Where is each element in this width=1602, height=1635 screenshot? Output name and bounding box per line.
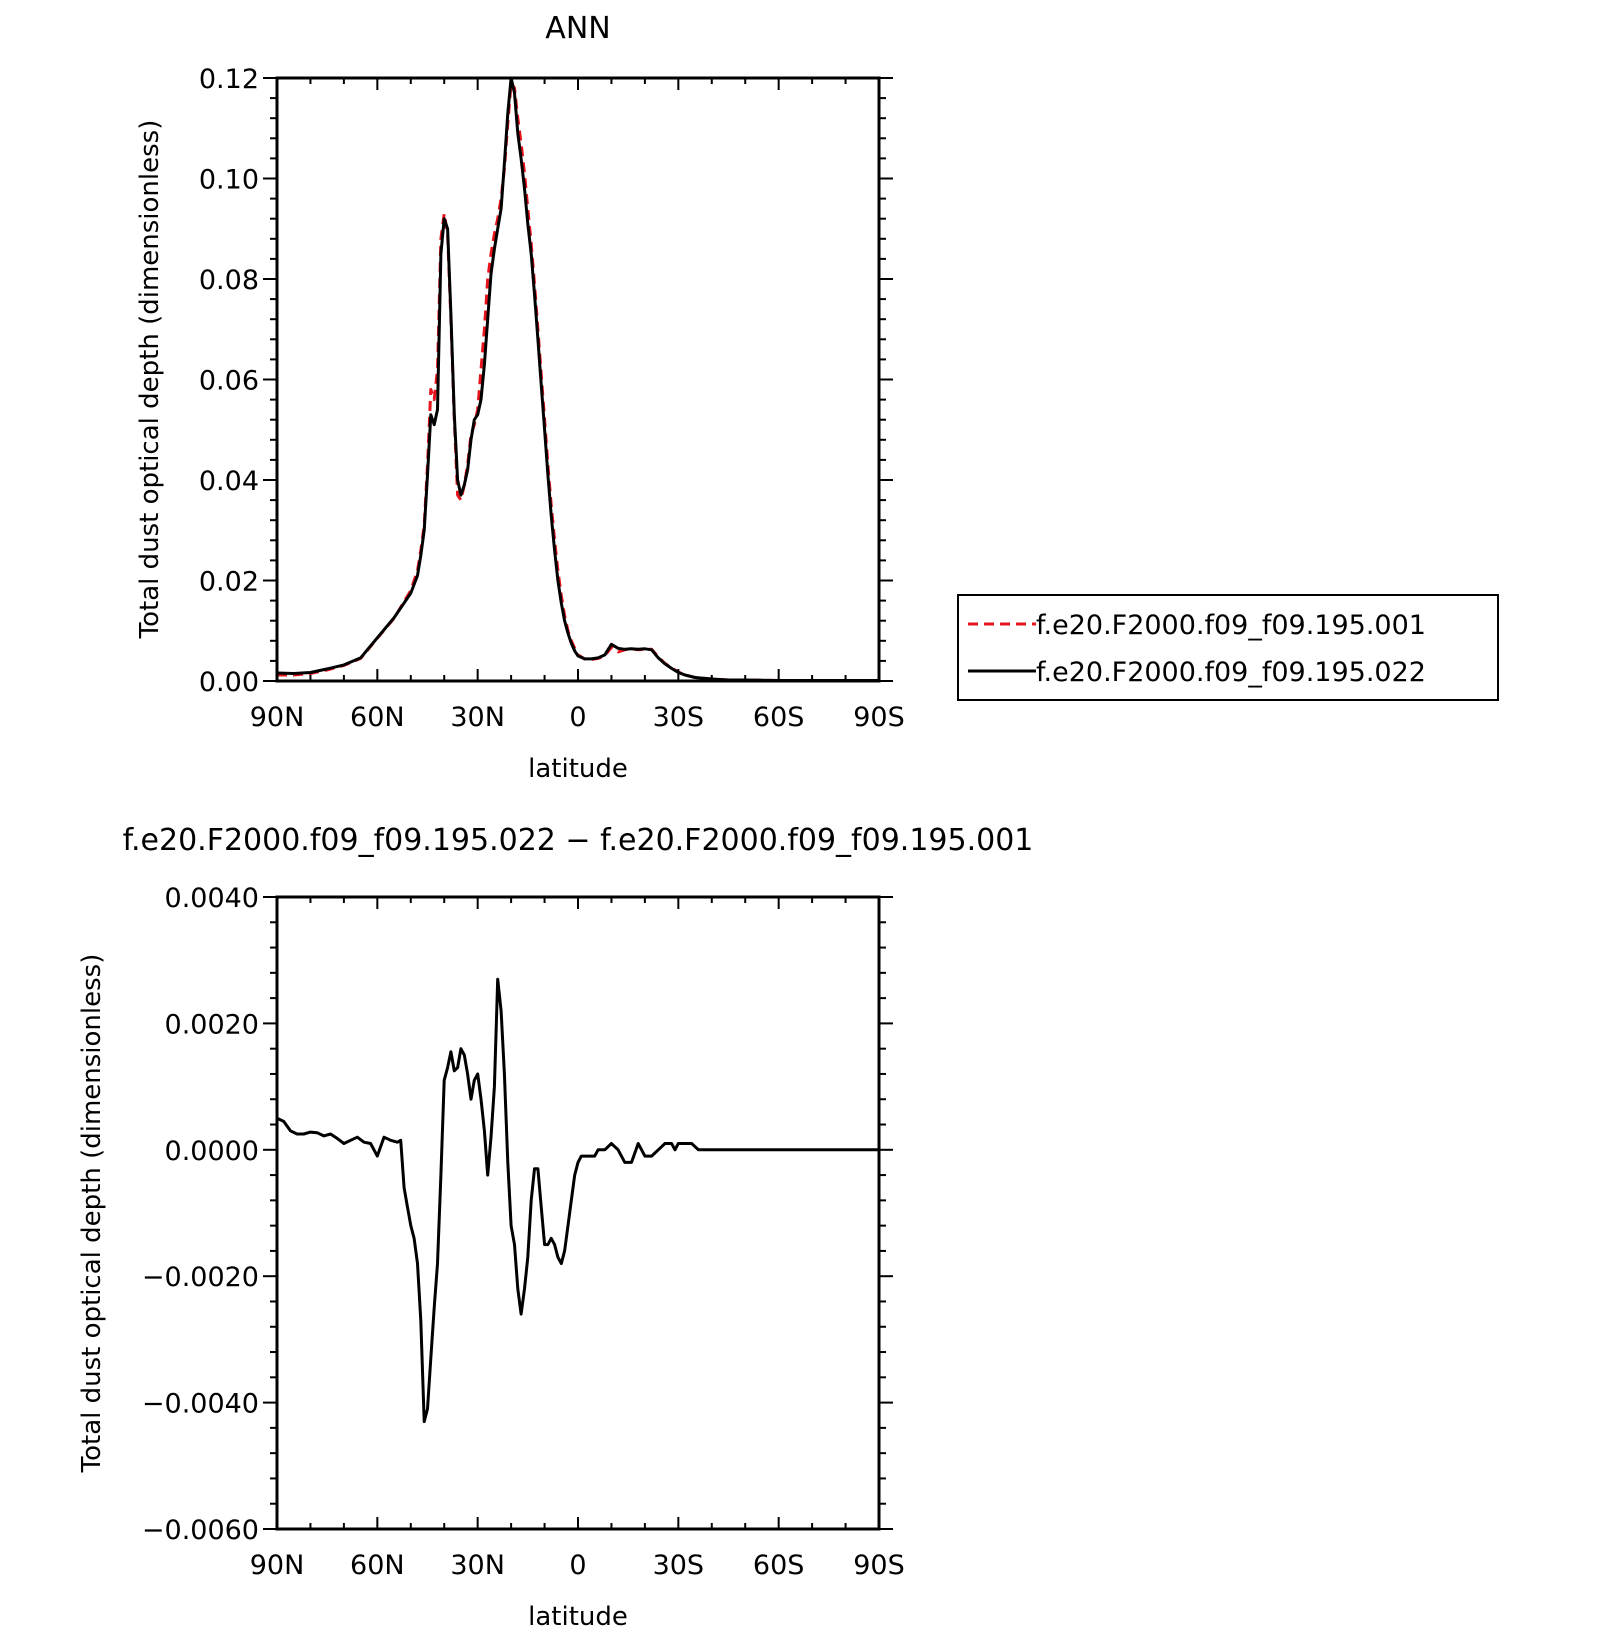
top-x-tick-label: 0 bbox=[569, 702, 586, 733]
top-x-tick-label: 90S bbox=[853, 702, 905, 733]
top-series-group bbox=[276, 76, 879, 682]
top-y-axis-label: Total dust optical depth (dimensionless) bbox=[135, 120, 165, 640]
top-series-line-1 bbox=[277, 81, 879, 682]
bottom-x-tick-label: 60N bbox=[350, 1550, 405, 1581]
legend-label-series-1: f.e20.F2000.f09_f09.195.001 bbox=[1036, 610, 1426, 641]
bottom-x-tick-label: 90S bbox=[853, 1550, 905, 1581]
top-y-tick-label: 0.00 bbox=[199, 667, 259, 698]
top-x-tick-label: 90N bbox=[250, 702, 305, 733]
bottom-y-tick-label: −0.0040 bbox=[142, 1389, 259, 1420]
bottom-y-axis-label: Total dust optical depth (dimensionless) bbox=[77, 954, 107, 1474]
top-ticks-group: 90N 60N 30N 0 30S 60S 90S 0.00 0.02 0.04 0.06 0.08 0… bbox=[199, 64, 905, 733]
bottom-series-line-1 bbox=[276, 977, 879, 1424]
bottom-x-tick-label: 30S bbox=[653, 1550, 705, 1581]
bottom-plot-frame bbox=[275, 895, 881, 1531]
top-y-tick-label: 0.12 bbox=[199, 64, 259, 95]
top-x-tick-label: 60N bbox=[350, 702, 405, 733]
top-y-tick-label: 0.06 bbox=[199, 366, 259, 397]
top-panel: ANN 90N 60N 30N 0 30S 60S 90S 0.00 0.02 0.04 0.06 0… bbox=[135, 11, 1499, 784]
top-x-tick-label: 30S bbox=[653, 702, 705, 733]
bottom-y-tick-label: 0.0000 bbox=[165, 1136, 259, 1167]
bottom-ticks-group: 90N 60N 30N 0 30S 60S 90S −0.0060 −0.0040 −0.0020… bbox=[142, 883, 905, 1581]
bottom-x-tick-label: 0 bbox=[569, 1550, 586, 1581]
top-y-tick-label: 0.02 bbox=[199, 567, 259, 598]
bottom-chart-title: f.e20.F2000.f09_f09.195.022 − f.e20.F200… bbox=[123, 823, 1034, 858]
bottom-panel: f.e20.F2000.f09_f09.195.022 − f.e20.F200… bbox=[77, 823, 1033, 1632]
legend-box bbox=[957, 594, 1499, 701]
bottom-x-tick-label: 90N bbox=[250, 1550, 305, 1581]
bottom-series-group bbox=[276, 977, 879, 1424]
bottom-y-tick-label: −0.0060 bbox=[142, 1515, 259, 1546]
top-legend: f.e20.F2000.f09_f09.195.001 f.e20.F2000.… bbox=[957, 594, 1499, 701]
top-plot-frame bbox=[275, 76, 881, 683]
bottom-y-tick-label: −0.0020 bbox=[142, 1262, 259, 1293]
top-x-tick-label: 30N bbox=[450, 702, 505, 733]
bottom-x-tick-label: 60S bbox=[753, 1550, 805, 1581]
top-chart-title: ANN bbox=[545, 11, 610, 46]
top-y-tick-label: 0.10 bbox=[199, 165, 259, 196]
legend-label-series-2: f.e20.F2000.f09_f09.195.022 bbox=[1036, 657, 1426, 688]
top-series-line-2 bbox=[276, 76, 879, 682]
top-x-axis-label: latitude bbox=[528, 754, 628, 784]
bottom-x-axis-label: latitude bbox=[528, 1602, 628, 1632]
top-x-tick-label: 60S bbox=[753, 702, 805, 733]
bottom-x-tick-label: 30N bbox=[450, 1550, 505, 1581]
top-y-tick-label: 0.08 bbox=[199, 265, 259, 296]
bottom-y-tick-label: 0.0020 bbox=[165, 1009, 259, 1040]
top-y-tick-label: 0.04 bbox=[199, 466, 259, 497]
bottom-y-tick-label: 0.0040 bbox=[165, 883, 259, 914]
